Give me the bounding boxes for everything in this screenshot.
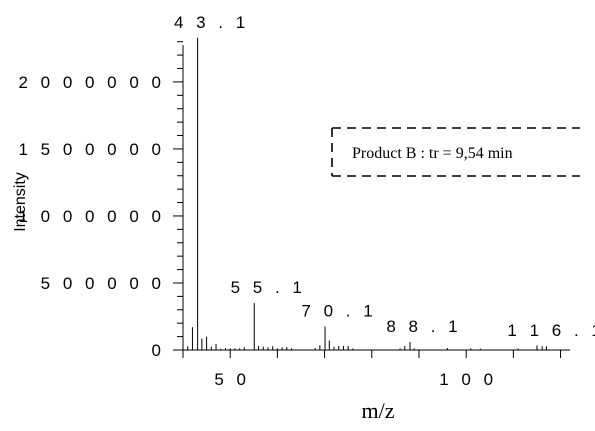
peak-label: 1 1 6 . 1 xyxy=(507,321,595,340)
y-tick-label: 1 0 0 0 0 0 0 xyxy=(18,207,165,226)
x-tick-label: 1 0 0 xyxy=(439,370,497,389)
y-axis-title: Intensity xyxy=(12,172,29,232)
y-ticks: 0 5 0 0 0 0 0 1 0 0 0 0 0 0 1 5 0 0 0 0 0 2 … xyxy=(18,41,183,360)
x-ticks: 5 0 1 0 0 xyxy=(182,350,562,389)
y-tick-label: 2 0 0 0 0 0 0 xyxy=(18,73,165,92)
y-tick-label: 5 0 0 0 0 0 xyxy=(41,274,165,293)
peak-label: 8 8 . 1 xyxy=(386,317,461,336)
peak-label: 4 3 . 1 xyxy=(174,13,249,32)
y-tick-label: 0 xyxy=(152,341,165,360)
peak-label: 7 0 . 1 xyxy=(301,302,376,321)
y-tick-label: 1 5 0 0 0 0 0 xyxy=(18,140,165,159)
annotation-text: Product B : tr = 9,54 min xyxy=(352,145,513,162)
annotation-box: Product B : tr = 9,54 min xyxy=(331,127,580,177)
peaks xyxy=(187,37,547,350)
x-axis-title: m/z xyxy=(362,398,395,423)
peak-labels: 4 3 . 1 5 5 . 1 7 0 . 1 8 8 . 1 1 1 6 . 1 xyxy=(174,13,595,340)
x-tick-label: 5 0 xyxy=(214,370,250,389)
peak-label: 5 5 . 1 xyxy=(231,278,306,297)
